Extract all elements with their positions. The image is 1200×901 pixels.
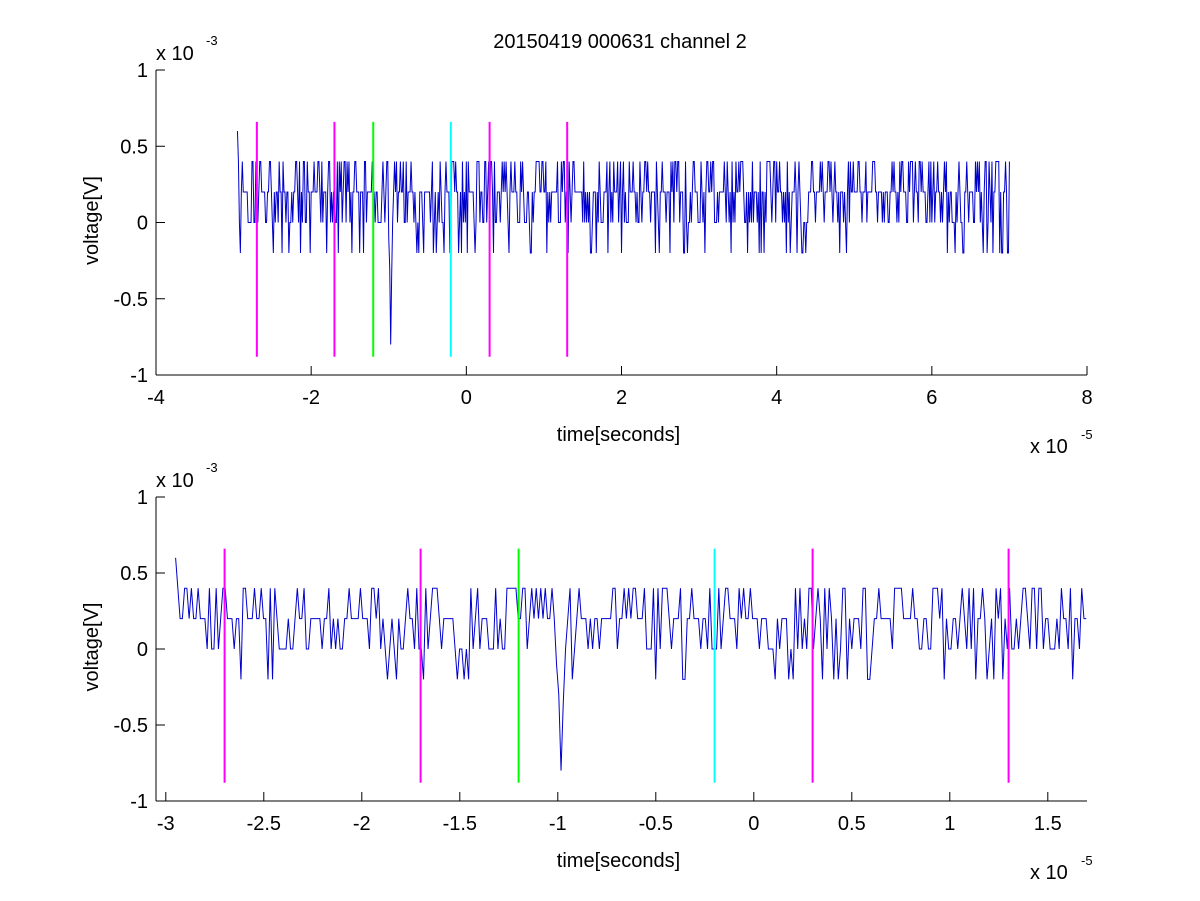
- top-panel: -4 -2 0 2 4 6 8 -1 -0.5 0 0.5 1 time[seconds] voltage…: [81, 33, 1093, 458]
- x-exponent-multiplier: x 10: [1030, 862, 1068, 884]
- y-exponent-multiplier: x 10: [156, 43, 194, 65]
- signal-trace: [236, 130, 1010, 345]
- y-tick-label: 1: [137, 487, 148, 509]
- figure-title: 20150419 000631 channel 2: [493, 31, 747, 53]
- x-tick-label: -1: [549, 813, 567, 835]
- y-tick-label: 0.5: [120, 136, 148, 158]
- y-exponent-power: -3: [206, 460, 218, 475]
- x-tick-label: -2: [302, 387, 320, 409]
- x-tick-label: -2.5: [247, 813, 281, 835]
- x-exponent-power: -5: [1081, 427, 1093, 442]
- x-tick-label: 1.5: [1034, 813, 1062, 835]
- y-tick-label: -0.5: [114, 715, 148, 737]
- x-tick-label: 1: [944, 813, 955, 835]
- y-tick-label: 0: [137, 639, 148, 661]
- x-tick-label: -3: [157, 813, 175, 835]
- y-tick-label: -1: [130, 365, 148, 387]
- x-exponent-multiplier: x 10: [1030, 436, 1068, 458]
- x-tick-label: -4: [147, 387, 165, 409]
- y-exponent-multiplier: x 10: [156, 470, 194, 492]
- x-tick-label: 2: [616, 387, 627, 409]
- x-tick-label: -2: [353, 813, 371, 835]
- x-axis-label: time[seconds]: [557, 424, 680, 446]
- y-axis-label: voltage[V]: [81, 603, 103, 692]
- x-tick-label: 8: [1081, 387, 1092, 409]
- x-tick-label: -0.5: [639, 813, 673, 835]
- y-tick-label: 1: [137, 60, 148, 82]
- y-tick-label: -1: [130, 791, 148, 813]
- x-tick-label: 0: [461, 387, 472, 409]
- x-tick-label: 6: [926, 387, 937, 409]
- y-tick-label: -0.5: [114, 289, 148, 311]
- x-tick-label: 0.5: [838, 813, 866, 835]
- x-axis-label: time[seconds]: [557, 850, 680, 872]
- bottom-panel: -3 -2.5 -2 -1.5 -1 -0.5 0 0.5 1 1.5 -1 -0.5 0 0.5 1 tim…: [81, 460, 1093, 884]
- y-exponent-power: -3: [206, 33, 218, 48]
- x-exponent-power: -5: [1081, 853, 1093, 868]
- y-axis-label: voltage[V]: [81, 176, 103, 265]
- y-tick-label: 0: [137, 213, 148, 235]
- signal-trace: [175, 557, 1087, 771]
- x-tick-label: 0: [748, 813, 759, 835]
- x-tick-label: -1.5: [443, 813, 477, 835]
- y-tick-label: 0.5: [120, 563, 148, 585]
- x-tick-label: 4: [771, 387, 782, 409]
